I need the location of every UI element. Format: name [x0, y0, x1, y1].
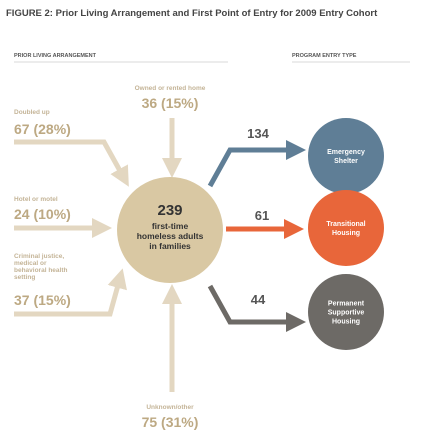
output-circle — [308, 190, 384, 266]
output-label: Housing — [332, 230, 360, 237]
output-label: Supportive — [328, 310, 365, 317]
header-right: PROGRAM ENTRY TYPE — [292, 53, 357, 59]
header-left: PRIOR LIVING ARRANGEMENT — [14, 53, 97, 59]
arrow — [14, 139, 129, 187]
center-text: first-time — [152, 221, 189, 231]
output-circle — [308, 274, 384, 350]
source-label: setting — [14, 274, 35, 281]
center-text: in families — [149, 241, 191, 251]
source-label: Criminal justice, — [14, 253, 64, 260]
output-label: Permanent — [328, 301, 365, 308]
arrow — [207, 284, 306, 332]
output-label: Shelter — [334, 158, 358, 165]
output-count: 134 — [247, 126, 269, 141]
source-label: behavioral health — [14, 267, 67, 274]
source-value: 37 (15%) — [14, 292, 71, 308]
source-value: 36 (15%) — [142, 95, 199, 111]
output-label: Housing — [332, 319, 360, 326]
source-value: 75 (31%) — [142, 414, 199, 430]
center-circle — [117, 177, 223, 283]
source-value: 67 (28%) — [14, 121, 71, 137]
source-label: Unknown/other — [146, 404, 194, 411]
output-label: Emergency — [327, 149, 365, 156]
output-count: 44 — [251, 292, 266, 307]
labels: Owned or rented home 36 (15%) Doubled up 67… — [14, 85, 366, 430]
source-label: medical or — [14, 260, 47, 267]
arrow — [14, 268, 127, 317]
source-label: Doubled up — [14, 109, 50, 116]
title: FIGURE 2: Prior Living Arrangement and F… — [6, 8, 378, 19]
output-label: Transitional — [326, 221, 365, 228]
output-circle — [308, 118, 384, 194]
source-value: 24 (10%) — [14, 206, 71, 222]
center-number: 239 — [157, 202, 182, 219]
output-count: 61 — [255, 208, 269, 223]
source-label: Hotel or motel — [14, 196, 58, 203]
center-text: homeless adults — [137, 231, 204, 241]
arrow — [207, 140, 306, 188]
source-label: Owned or rented home — [135, 85, 206, 92]
